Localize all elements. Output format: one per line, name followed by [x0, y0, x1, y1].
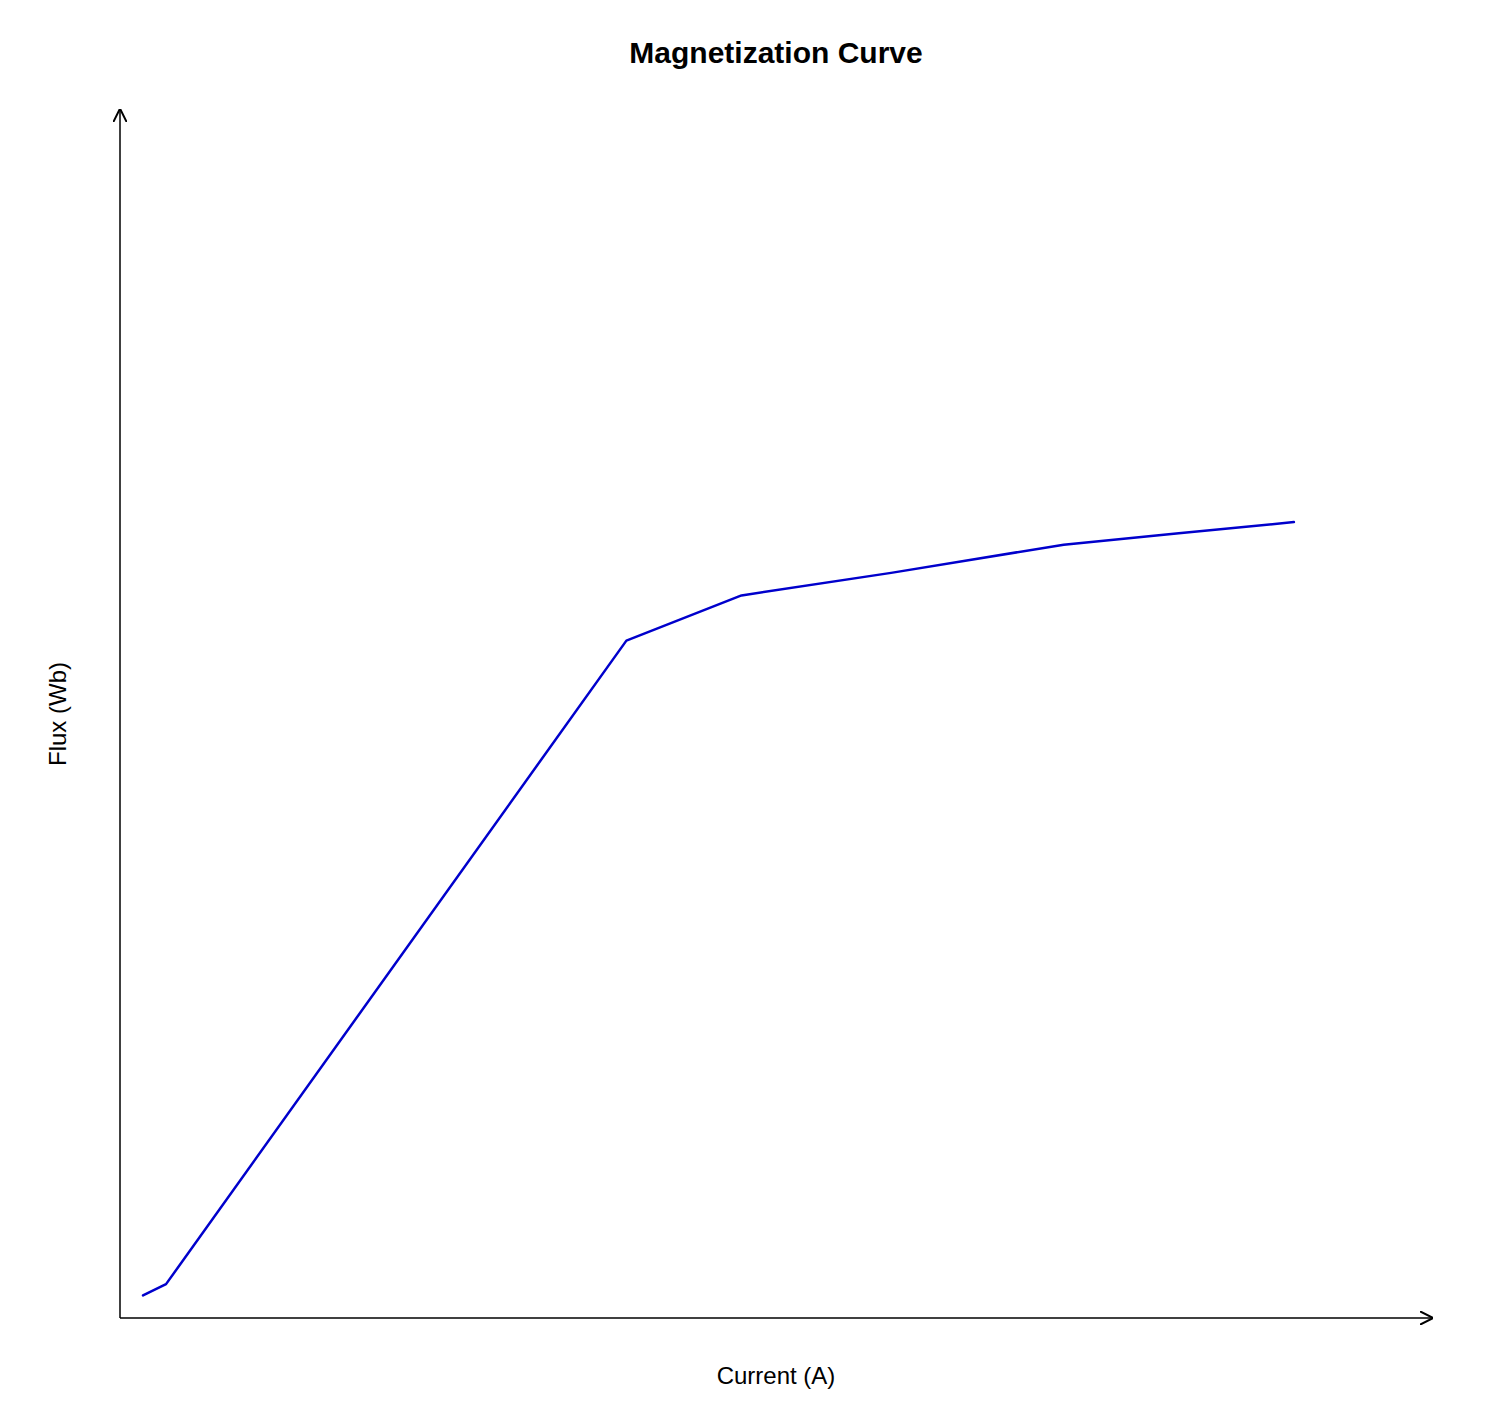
- x-axis: [120, 1318, 1432, 1319]
- x-axis-line: [120, 1317, 1432, 1319]
- chart-container: Magnetization Curve Current (A) Flux (Wb): [0, 0, 1502, 1428]
- data-line: [143, 522, 1294, 1295]
- plot-area: [120, 110, 1432, 1318]
- chart-title: Magnetization Curve: [629, 36, 922, 69]
- y-axis: [120, 110, 121, 1318]
- marks: [143, 522, 1294, 1295]
- y-axis-line: [119, 110, 121, 1318]
- y-axis-title: Flux (Wb): [44, 662, 71, 766]
- chart-svg: Magnetization Curve Current (A) Flux (Wb): [0, 0, 1502, 1428]
- x-axis-title: Current (A): [717, 1362, 836, 1389]
